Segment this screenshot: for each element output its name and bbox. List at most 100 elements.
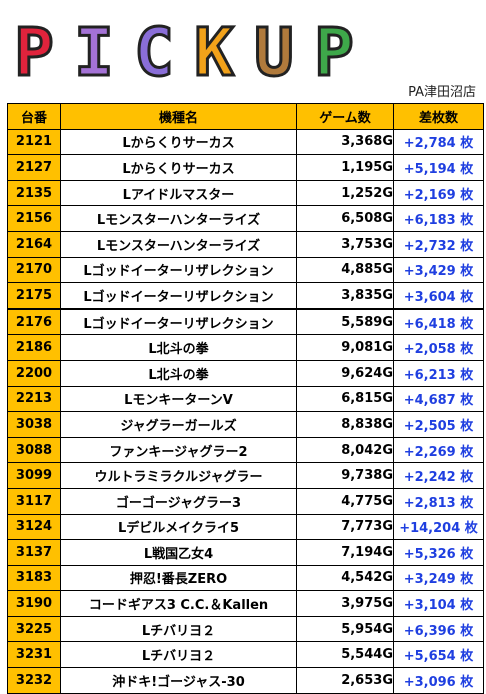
machine-no-cell: 2186 xyxy=(7,334,61,361)
table-row: 2213 LモンキーターンV 6,815G +4,687 枚 xyxy=(7,385,484,413)
machine-no-cell: 3137 xyxy=(7,539,61,566)
table-row: 2164 Lモンスターハンターライズ 3,753G +2,732 枚 xyxy=(7,230,484,258)
model-cell: Lからくりサーカス xyxy=(60,128,297,156)
games-cell: 3,368G xyxy=(296,128,394,156)
header-model: 機種名 xyxy=(60,103,297,130)
model-cell: Lゴッドイーターリザレクション xyxy=(60,256,297,284)
table-row: 2200 L北斗の拳 9,624G +6,213 枚 xyxy=(7,359,484,387)
table-row: 2186 L北斗の拳 9,081G +2,058 枚 xyxy=(7,334,484,361)
games-cell: 9,738G xyxy=(296,462,394,489)
diff-cell: +3,604 枚 xyxy=(393,282,484,310)
model-cell: ゴーゴージャグラー3 xyxy=(60,487,297,515)
model-cell: 押忍!番長ZERO xyxy=(60,564,297,592)
machine-no-cell: 2175 xyxy=(7,282,61,310)
pickup-table: 台番 機種名 ゲーム数 差枚数 2121 Lからくりサーカス 3,368G +2,78… xyxy=(7,103,484,694)
model-cell: Lからくりサーカス xyxy=(60,154,297,181)
model-cell: L北斗の拳 xyxy=(60,359,297,387)
machine-no-cell: 3232 xyxy=(7,667,61,694)
table-row: 3232 沖ドキ!ゴージャス-30 2,653G +3,096 枚 xyxy=(7,667,484,694)
machine-no-cell: 2156 xyxy=(7,205,61,232)
model-cell: Lチバリヨ２ xyxy=(60,615,297,643)
model-cell: LモンキーターンV xyxy=(60,385,297,413)
model-cell: ファンキージャグラー2 xyxy=(60,436,297,464)
games-cell: 4,542G xyxy=(296,564,394,592)
machine-no-cell: 3183 xyxy=(7,564,61,592)
table-row: 2170 Lゴッドイーターリザレクション 4,885G +3,429 枚 xyxy=(7,256,484,284)
diff-cell: +2,269 枚 xyxy=(393,436,484,464)
model-cell: Lモンスターハンターライズ xyxy=(60,205,297,232)
games-cell: 7,194G xyxy=(296,539,394,566)
table-row: 3190 コードギアス3 C.C.＆Kallen 3,975G +3,104 枚 xyxy=(7,590,484,617)
logo-letter: C xyxy=(133,14,176,91)
model-cell: コードギアス3 C.C.＆Kallen xyxy=(60,590,297,617)
diff-cell: +5,654 枚 xyxy=(393,641,484,669)
model-cell: ジャグラーガールズ xyxy=(60,411,297,438)
machine-no-cell: 3099 xyxy=(7,462,61,489)
machine-no-cell: 3225 xyxy=(7,615,61,643)
logo-letter: K xyxy=(193,14,236,91)
diff-cell: +3,096 枚 xyxy=(393,667,484,694)
games-cell: 5,589G xyxy=(296,307,394,336)
games-cell: 7,773G xyxy=(296,513,394,541)
diff-cell: +2,169 枚 xyxy=(393,179,484,207)
machine-no-cell: 2170 xyxy=(7,256,61,284)
diff-cell: +6,418 枚 xyxy=(393,307,484,336)
table-row: 2127 Lからくりサーカス 1,195G +5,194 枚 xyxy=(7,154,484,181)
diff-cell: +5,326 枚 xyxy=(393,539,484,566)
games-cell: 3,753G xyxy=(296,230,394,258)
table-row: 3038 ジャグラーガールズ 8,838G +2,505 枚 xyxy=(7,411,484,438)
table-row: 3117 ゴーゴージャグラー3 4,775G +2,813 枚 xyxy=(7,487,484,515)
machine-no-cell: 2176 xyxy=(7,307,61,336)
diff-cell: +6,183 枚 xyxy=(393,205,484,232)
games-cell: 9,081G xyxy=(296,334,394,361)
logo-letter: P xyxy=(13,14,56,91)
games-cell: 6,815G xyxy=(296,385,394,413)
machine-no-cell: 3038 xyxy=(7,411,61,438)
model-cell: Lデビルメイクライ5 xyxy=(60,513,297,541)
machine-no-cell: 3190 xyxy=(7,590,61,617)
table-row: 2175 Lゴッドイーターリザレクション 3,835G +3,604 枚 xyxy=(7,282,484,310)
logo-letter: I xyxy=(73,14,116,91)
model-cell: Lゴッドイーターリザレクション xyxy=(60,282,297,310)
model-cell: Lモンスターハンターライズ xyxy=(60,230,297,258)
table-header-row: 台番 機種名 ゲーム数 差枚数 xyxy=(7,103,484,130)
machine-no-cell: 3117 xyxy=(7,487,61,515)
store-name: PA津田沼店 xyxy=(408,85,476,100)
table-row: 3231 Lチバリヨ２ 5,544G +5,654 枚 xyxy=(7,641,484,669)
games-cell: 8,042G xyxy=(296,436,394,464)
diff-cell: +3,249 枚 xyxy=(393,564,484,592)
table-row: 3225 Lチバリヨ２ 5,954G +6,396 枚 xyxy=(7,615,484,643)
model-cell: Lアイドルマスター xyxy=(60,179,297,207)
model-cell: L北斗の拳 xyxy=(60,334,297,361)
games-cell: 5,544G xyxy=(296,641,394,669)
model-cell: ウルトラミラクルジャグラー xyxy=(60,462,297,489)
games-cell: 5,954G xyxy=(296,615,394,643)
machine-no-cell: 3124 xyxy=(7,513,61,541)
table-row: 2176 Lゴッドイーターリザレクション 5,589G +6,418 枚 xyxy=(7,307,484,336)
games-cell: 4,885G xyxy=(296,256,394,284)
table-row: 3099 ウルトラミラクルジャグラー 9,738G +2,242 枚 xyxy=(7,462,484,489)
header-games: ゲーム数 xyxy=(296,103,394,130)
games-cell: 8,838G xyxy=(296,411,394,438)
diff-cell: +2,813 枚 xyxy=(393,487,484,515)
table-row: 3124 Lデビルメイクライ5 7,773G +14,204 枚 xyxy=(7,513,484,541)
table-row: 3183 押忍!番長ZERO 4,542G +3,249 枚 xyxy=(7,564,484,592)
table-row: 3088 ファンキージャグラー2 8,042G +2,269 枚 xyxy=(7,436,484,464)
games-cell: 4,775G xyxy=(296,487,394,515)
games-cell: 2,653G xyxy=(296,667,394,694)
machine-no-cell: 3231 xyxy=(7,641,61,669)
table-row: 2135 Lアイドルマスター 1,252G +2,169 枚 xyxy=(7,179,484,207)
games-cell: 1,252G xyxy=(296,179,394,207)
games-cell: 6,508G xyxy=(296,205,394,232)
logo-letter: P xyxy=(313,14,356,91)
diff-cell: +2,784 枚 xyxy=(393,128,484,156)
machine-no-cell: 2127 xyxy=(7,154,61,181)
diff-cell: +14,204 枚 xyxy=(393,513,484,541)
machine-no-cell: 2135 xyxy=(7,179,61,207)
machine-no-cell: 2164 xyxy=(7,230,61,258)
diff-cell: +2,732 枚 xyxy=(393,230,484,258)
diff-cell: +6,396 枚 xyxy=(393,615,484,643)
model-cell: Lゴッドイーターリザレクション xyxy=(60,307,297,336)
diff-cell: +6,213 枚 xyxy=(393,359,484,387)
